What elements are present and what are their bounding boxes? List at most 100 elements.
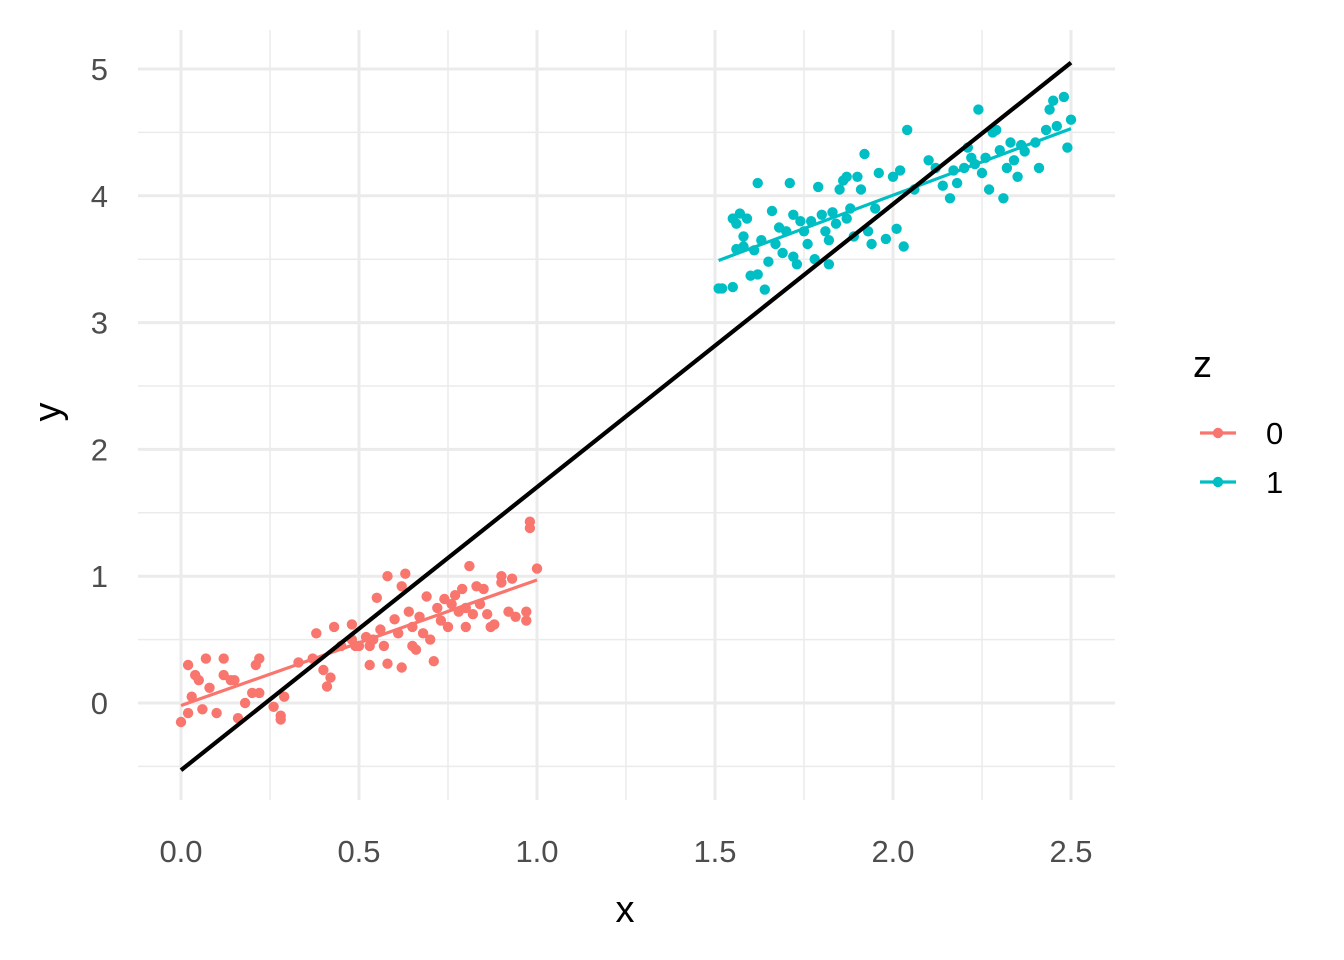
point-z1 <box>1019 146 1030 157</box>
point-z0 <box>175 716 187 728</box>
legend-key-z0 <box>1200 427 1236 439</box>
x-tick-label: 0.5 <box>337 834 380 869</box>
point-z1 <box>727 281 738 293</box>
point-z0 <box>218 653 229 664</box>
x-tick-label: 1.0 <box>515 834 558 869</box>
legend-title: z <box>1193 344 1212 386</box>
point-z1 <box>873 167 884 179</box>
point-z0 <box>482 609 493 620</box>
point-z0 <box>524 522 536 534</box>
point-z1 <box>887 171 899 182</box>
point-z0 <box>417 628 429 639</box>
point-z0 <box>521 606 532 617</box>
point-z0 <box>396 662 407 673</box>
point-z1 <box>830 218 842 229</box>
y-tick-label: 3 <box>91 306 108 341</box>
point-z0 <box>239 697 251 709</box>
legend-key-z1 <box>1200 476 1236 488</box>
point-z0 <box>328 621 340 633</box>
point-z0 <box>489 619 500 630</box>
point-z1 <box>902 124 913 136</box>
point-z0 <box>364 659 375 671</box>
point-z1 <box>738 231 749 242</box>
point-z0 <box>325 672 336 683</box>
point-z1 <box>951 177 963 189</box>
y-tick-label: 4 <box>91 179 108 214</box>
y-tick-label: 5 <box>91 52 108 87</box>
point-z0 <box>279 691 290 702</box>
point-z1 <box>891 223 902 234</box>
point-z1 <box>1065 114 1077 125</box>
point-z0 <box>268 701 279 712</box>
point-z0 <box>432 602 443 614</box>
point-z1 <box>1051 120 1063 132</box>
point-z0 <box>371 592 382 603</box>
point-z1 <box>991 124 1002 136</box>
point-z0 <box>410 644 422 655</box>
point-z1 <box>752 177 763 189</box>
point-z1 <box>1044 104 1055 115</box>
point-z0 <box>467 609 479 620</box>
point-z1 <box>998 193 1009 204</box>
point-z1 <box>1008 155 1020 166</box>
point-z0 <box>442 621 454 633</box>
point-z0 <box>204 682 215 693</box>
point-z1 <box>784 177 795 189</box>
point-z0 <box>321 681 333 692</box>
point-z1 <box>859 148 870 160</box>
point-z0 <box>400 568 411 579</box>
point-z1 <box>823 235 835 246</box>
point-z0 <box>318 664 329 676</box>
point-z0 <box>211 707 222 719</box>
group-fit-lines <box>180 127 1072 708</box>
overall-fit-line <box>179 61 1073 772</box>
y-tick-label: 0 <box>91 686 108 721</box>
point-z0 <box>457 583 468 595</box>
point-z1 <box>716 283 728 294</box>
legend-label-z0: 0 <box>1266 416 1283 451</box>
point-z1 <box>855 184 867 195</box>
point-z0 <box>254 687 265 699</box>
point-z1 <box>944 193 956 204</box>
point-z1 <box>816 209 827 220</box>
point-z0 <box>435 615 447 626</box>
point-z0 <box>182 707 194 719</box>
point-z1 <box>1033 162 1045 174</box>
point-z0 <box>311 628 322 639</box>
point-z0 <box>403 606 414 617</box>
point-z0 <box>521 615 532 626</box>
point-z0 <box>229 675 240 686</box>
point-z1 <box>841 213 852 224</box>
point-z0 <box>464 560 475 572</box>
point-z0 <box>275 714 286 725</box>
point-z1 <box>976 167 988 179</box>
point-z1 <box>791 259 803 270</box>
overall-fit-line-path <box>179 61 1073 772</box>
point-z0 <box>382 571 393 582</box>
point-z1 <box>852 171 863 182</box>
point-z0 <box>389 614 400 625</box>
point-z1 <box>752 269 763 280</box>
point-z1 <box>894 165 906 176</box>
point-z1 <box>1048 95 1059 106</box>
point-z1 <box>1062 142 1073 153</box>
point-z0 <box>446 598 457 610</box>
point-z1 <box>777 247 788 259</box>
point-z0 <box>460 621 471 633</box>
point-z0 <box>478 583 489 595</box>
point-z1 <box>795 216 806 227</box>
point-z1 <box>1001 162 1013 174</box>
point-z0 <box>428 656 439 667</box>
fit-line-z1 <box>717 127 1072 262</box>
point-z1 <box>898 241 909 252</box>
legend: z 0 1 <box>1193 344 1283 500</box>
point-z1 <box>866 238 877 250</box>
point-z0 <box>375 624 386 635</box>
point-z0 <box>506 573 518 584</box>
point-z1 <box>823 259 835 270</box>
point-z1 <box>983 184 995 195</box>
point-z1 <box>788 209 799 220</box>
point-z1 <box>937 180 948 191</box>
point-z0 <box>496 577 507 588</box>
